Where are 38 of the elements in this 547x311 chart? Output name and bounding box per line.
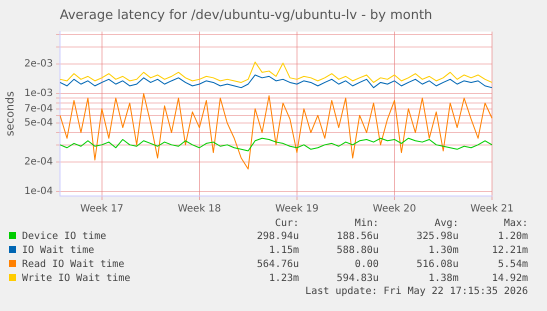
y-axis-title: seconds: [3, 91, 16, 136]
text: 1.38m: [428, 272, 460, 286]
y-tick-label: 5e-04: [24, 118, 54, 129]
x-tick-label: Week 21: [470, 204, 514, 215]
y-tick-label: 7e-04: [24, 103, 54, 114]
y-tick-label: 2e-03: [24, 58, 54, 70]
text: 1.15m: [268, 244, 300, 258]
legend-label: Write IO Wait time: [21, 272, 132, 286]
text: Min:: [354, 218, 380, 230]
x-tick-label: Week 17: [80, 204, 124, 215]
x-tick-label: Week 18: [178, 204, 222, 215]
legend-label: Device IO time: [21, 230, 108, 244]
chart-title: Average latency for /dev/ubuntu-vg/ubuntu-lv - by month: [60, 8, 432, 24]
text: 516.08u: [415, 258, 460, 272]
text: Max:: [502, 218, 529, 230]
x-tick-label: Week 19: [275, 204, 319, 215]
text: 14.92m: [490, 272, 529, 286]
text: 5.54m: [496, 258, 529, 272]
text: 564.76u: [256, 258, 300, 272]
y-tick-label: 1e-03: [24, 88, 54, 100]
text: 325.98u: [415, 230, 460, 244]
text: Last update: Fri May 22 17:15:35 2026: [304, 286, 529, 298]
text: 12.21m: [490, 244, 529, 258]
text: Cur:: [274, 218, 300, 230]
text: 0.00: [354, 258, 380, 272]
text: 298.94u: [256, 230, 300, 244]
text: Avg:: [434, 218, 460, 230]
text: 588.80u: [336, 244, 380, 258]
text: 188.56u: [336, 230, 380, 244]
text: 1.30m: [428, 244, 460, 258]
y-tick-label: 2e-04: [24, 156, 54, 168]
legend-label: IO Wait time: [21, 244, 96, 258]
y-tick-label: 1e-04: [24, 186, 54, 198]
text: 1.23m: [268, 272, 300, 286]
text: 1.20m: [496, 230, 529, 244]
text: 594.83u: [336, 272, 380, 286]
x-tick-label: Week 20: [372, 204, 416, 215]
legend-label: Read IO Wait time: [21, 258, 126, 272]
